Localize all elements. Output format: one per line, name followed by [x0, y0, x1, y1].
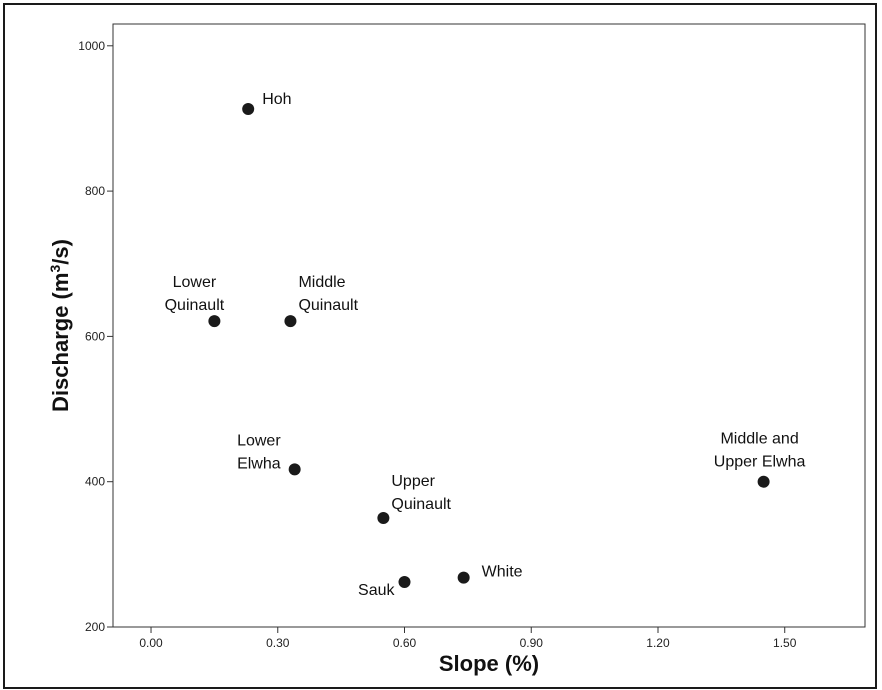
- y-tick-label: 200: [85, 620, 105, 634]
- x-tick-label: 1.20: [646, 636, 670, 650]
- x-tick-label: 0.00: [139, 636, 163, 650]
- data-point: [242, 103, 255, 116]
- x-tick-label: 0.60: [393, 636, 417, 650]
- x-tick-label: 1.50: [773, 636, 797, 650]
- x-tick-label: 0.90: [520, 636, 544, 650]
- point-label: Lower Elwha: [237, 432, 281, 472]
- y-tick-label: 400: [85, 475, 105, 489]
- point-label: Sauk: [358, 582, 395, 599]
- point-labels: Hoh Lower Quinault Middle Quinault Lower Elwha…: [165, 91, 806, 599]
- y-axis-title: Discharge (m3/s): [47, 239, 73, 412]
- x-axis: 0.00 0.30 0.60 0.90 1.20 1.50: [139, 627, 797, 650]
- data-point: [757, 475, 770, 488]
- data-point: [288, 463, 301, 476]
- y-tick-label: 800: [85, 184, 105, 198]
- y-tick-label: 600: [85, 329, 105, 343]
- y-tick-label: 1000: [78, 39, 105, 53]
- data-point: [208, 315, 221, 328]
- point-label: Middle and Upper Elwha: [714, 431, 806, 471]
- point-label: Upper Quinault: [391, 473, 451, 513]
- point-label: Middle Quinault: [298, 274, 358, 314]
- data-point: [377, 512, 390, 525]
- x-axis-title: Slope (%): [439, 651, 539, 676]
- data-points: [208, 103, 770, 588]
- point-label: Hoh: [262, 91, 291, 108]
- y-axis: 200 400 600 800 1000: [78, 39, 113, 634]
- plot-area: [112, 23, 866, 628]
- point-label: White: [482, 564, 523, 581]
- data-point: [284, 315, 297, 328]
- chart-frame: [3, 3, 877, 689]
- x-tick-label: 0.30: [266, 636, 290, 650]
- point-label: Lower Quinault: [165, 274, 225, 314]
- data-point: [398, 575, 411, 588]
- data-point: [457, 571, 470, 584]
